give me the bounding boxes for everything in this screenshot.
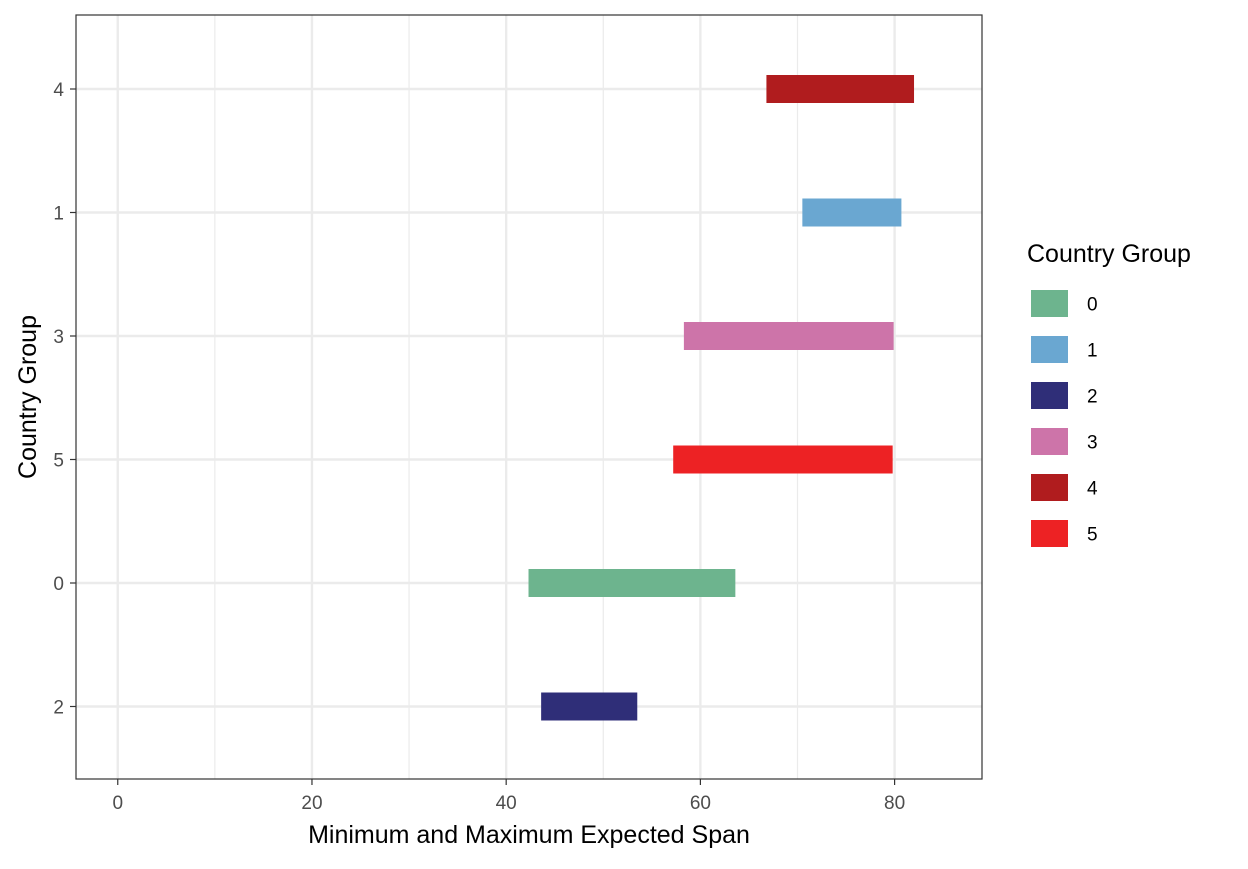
range-bar-group-2 [541,692,638,721]
range-bar-group-3 [683,322,894,350]
legend-key-4 [1031,474,1068,501]
legend-key-3 [1031,428,1068,455]
legend-label-2: 2 [1087,387,1098,408]
legend: 0 1 2 3 4 5 [1031,290,1098,547]
y-tick-label: 4 [53,80,64,101]
legend-title: Country Group [1027,240,1191,268]
range-bar-group-5 [673,445,893,474]
range-bar-group-1 [802,198,902,227]
range-bar-group-0 [528,569,736,597]
y-tick-label: 0 [53,574,64,595]
y-tick-label: 2 [53,698,64,719]
x-tick-label: 80 [884,793,905,814]
y-axis-title: Country Group [14,315,42,479]
legend-key-0 [1031,290,1068,317]
legend-key-2 [1031,382,1068,409]
x-tick-label: 60 [690,793,711,814]
legend-label-3: 3 [1087,433,1098,454]
y-tick-label: 5 [53,451,64,472]
x-tick-label: 20 [301,793,322,814]
legend-label-0: 0 [1087,295,1098,316]
plot-border [75,14,983,780]
y-tick-label: 1 [53,204,64,225]
y-tick-label: 3 [53,327,64,348]
plot-panel [76,15,982,779]
x-tick-label: 40 [496,793,517,814]
x-axis-title: Minimum and Maximum Expected Span [308,821,750,849]
range-bar-group-4 [766,75,915,103]
legend-key-1 [1031,336,1068,363]
x-tick-label: 0 [112,793,123,814]
legend-label-1: 1 [1087,341,1098,362]
legend-label-4: 4 [1087,479,1098,500]
legend-label-5: 5 [1087,525,1098,546]
legend-key-5 [1031,520,1068,547]
